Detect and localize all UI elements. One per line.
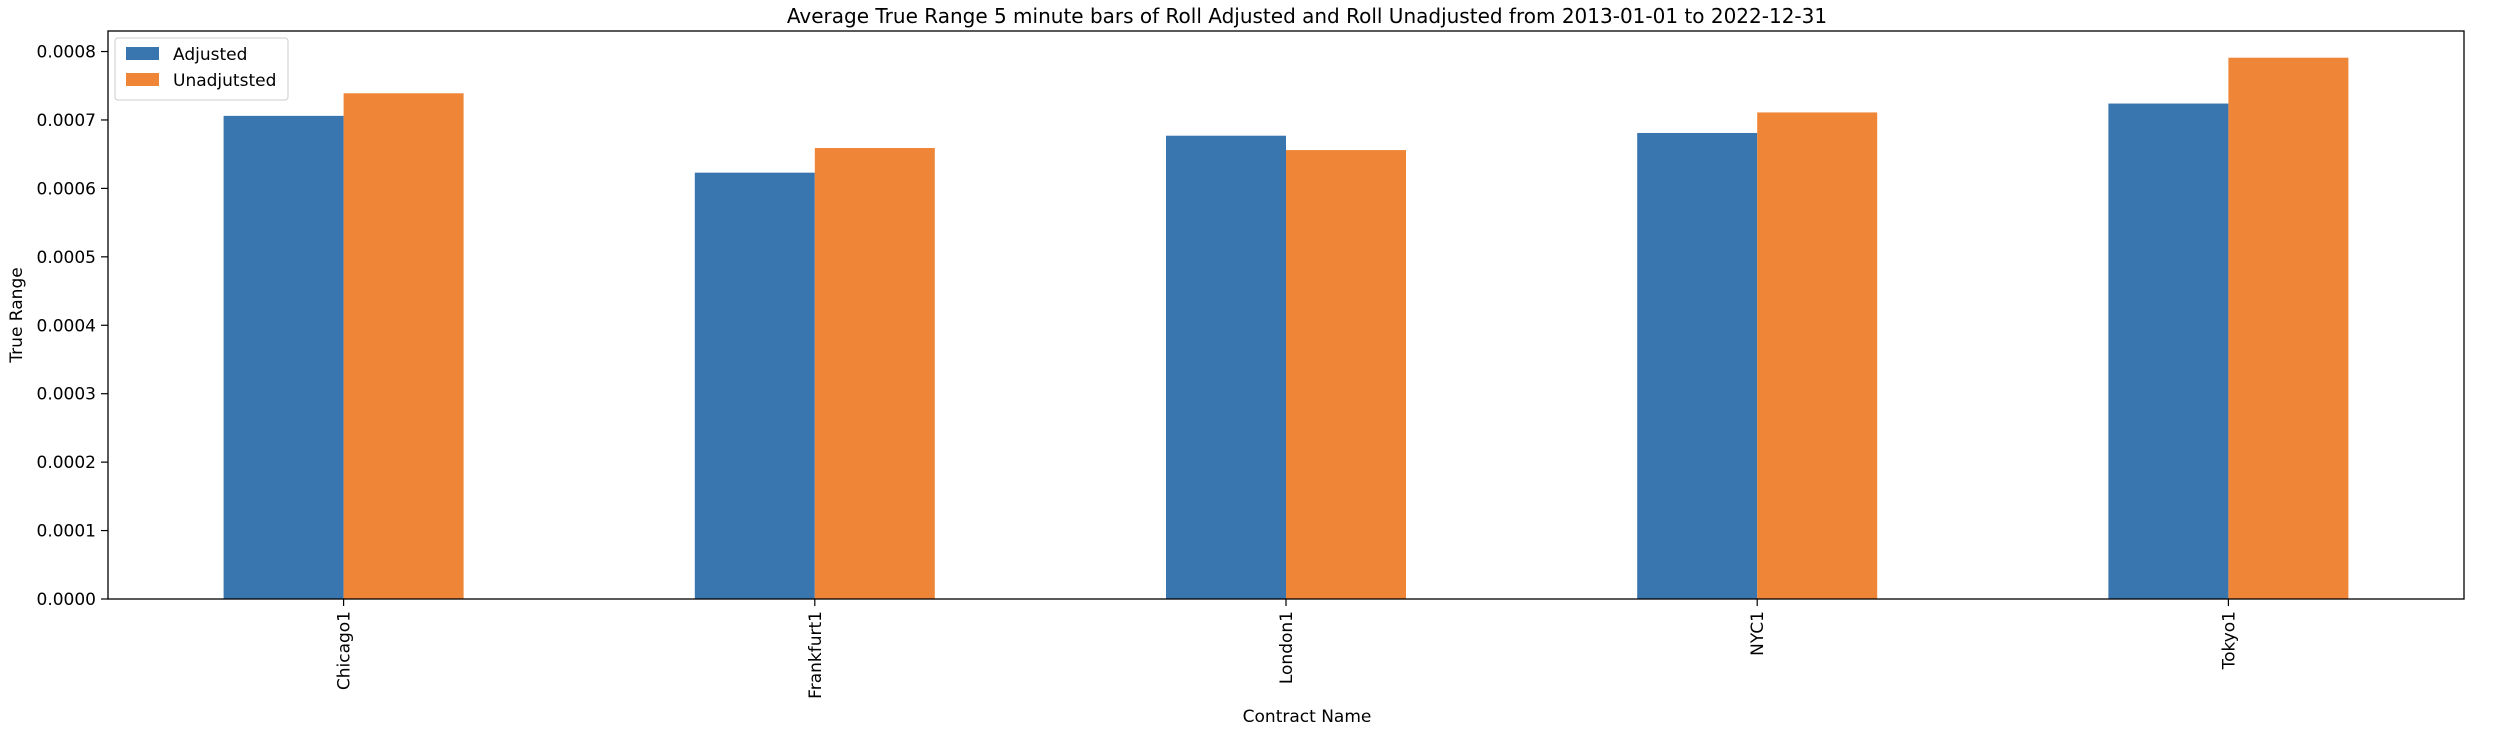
legend: Adjusted Unadjutsted xyxy=(114,37,289,101)
bar-london1-adjusted xyxy=(1166,135,1286,599)
y-tick-label: 0.0003 xyxy=(37,385,96,405)
bar-london1-unadjutsted xyxy=(1286,150,1406,599)
y-axis-label: True Range xyxy=(7,267,27,363)
y-tick-label: 0.0004 xyxy=(37,316,96,336)
x-tick-label-tokyo1: Tokyo1 xyxy=(2219,611,2239,670)
legend-swatch-adjusted xyxy=(126,47,159,60)
x-tick-label-london1: London1 xyxy=(1277,611,1297,684)
y-tick-label: 0.0007 xyxy=(37,111,96,131)
bar-nyc1-adjusted xyxy=(1637,132,1758,600)
y-tick-label: 0.0006 xyxy=(37,179,96,199)
legend-label-unadjusted: Unadjutsted xyxy=(173,71,276,91)
x-tick-label-frankfurt1: Frankfurt1 xyxy=(806,611,826,699)
bar-nyc1-unadjutsted xyxy=(1757,112,1878,599)
chart-title: Average True Range 5 minute bars of Roll… xyxy=(787,4,1827,28)
bar-chicago1-adjusted xyxy=(223,115,344,599)
x-axis: Chicago1 Frankfurt1 London1 NYC1 Tokyo1 xyxy=(335,599,2239,699)
y-axis: 0.0000 0.0001 0.0002 0.0003 0.0004 0.0005 0.00… xyxy=(37,43,108,610)
bar-frankfurt1-adjusted xyxy=(694,172,815,599)
bar-frankfurt1-unadjutsted xyxy=(814,148,935,600)
y-tick-label: 0.0001 xyxy=(37,522,96,542)
y-tick-label: 0.0002 xyxy=(37,453,96,473)
y-tick-label: 0.0008 xyxy=(37,43,96,63)
bar-tokyo1-unadjutsted xyxy=(2228,57,2349,600)
legend-label-adjusted: Adjusted xyxy=(173,45,247,65)
x-tick-label-nyc1: NYC1 xyxy=(1748,611,1768,656)
bar-tokyo1-adjusted xyxy=(2108,103,2229,599)
bar-chicago1-unadjutsted xyxy=(343,93,464,600)
x-tick-label-chicago1: Chicago1 xyxy=(335,611,355,690)
x-axis-label: Contract Name xyxy=(1243,707,1372,727)
bars-layer xyxy=(223,57,2349,600)
y-tick-label: 0.0000 xyxy=(37,590,96,610)
legend-swatch-unadjusted xyxy=(126,73,159,86)
y-tick-label: 0.0005 xyxy=(37,248,96,268)
